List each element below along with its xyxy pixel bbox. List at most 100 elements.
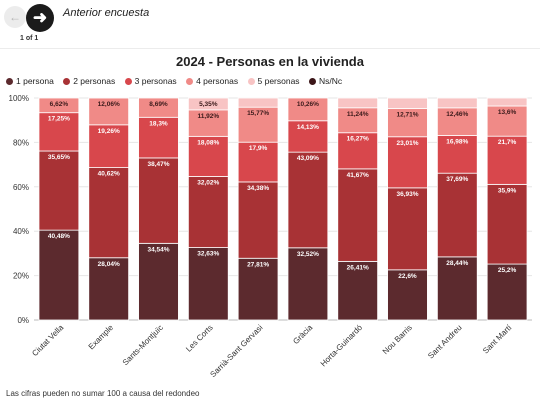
bar-segment: [337, 107, 379, 134]
legend-swatch: [247, 78, 255, 85]
data-label: 34,54%: [147, 246, 169, 253]
legend-label: 1 persona: [16, 76, 54, 86]
next-button[interactable]: ➜: [26, 4, 54, 32]
bar-segment: [38, 112, 80, 152]
data-label: 32,02%: [197, 179, 219, 186]
bar-segment: [486, 183, 528, 265]
legend-label: 3 personas: [134, 76, 177, 86]
previous-survey-link[interactable]: Anterior encuesta: [63, 7, 150, 19]
legend-item[interactable]: 1 persona: [6, 76, 54, 86]
data-label: 16,98%: [446, 138, 468, 145]
arrow-left-icon: ←: [9, 10, 21, 24]
data-label: 6,62%: [50, 101, 69, 108]
page-counter: 1 of 1: [20, 35, 39, 42]
arrow-right-icon: ➜: [32, 8, 48, 27]
legend-label: 4 personas: [196, 76, 239, 86]
y-tick-label: 100%: [9, 94, 29, 103]
category-label: Les Corts: [184, 323, 215, 354]
data-label: 14,13%: [297, 124, 319, 131]
bar-segment: [138, 157, 179, 244]
legend-item[interactable]: 2 personas: [63, 76, 115, 86]
data-label: 41,67%: [347, 172, 369, 179]
data-label: 38,47%: [147, 161, 169, 168]
data-label: 37,69%: [446, 176, 468, 183]
data-label: 5,35%: [199, 101, 218, 108]
legend-swatch: [124, 78, 132, 85]
bar-segment: [436, 135, 478, 174]
legend-item[interactable]: 5 personas: [247, 76, 300, 86]
bar-segment: [436, 97, 478, 109]
bar-segment: [337, 168, 379, 262]
y-tick-label: 80%: [13, 138, 29, 147]
previous-button[interactable]: ←: [4, 6, 26, 28]
data-label: 16,27%: [347, 136, 369, 143]
bar-segment: [88, 124, 130, 168]
legend-swatch: [6, 78, 13, 85]
legend-item[interactable]: 3 personas: [124, 76, 177, 86]
data-label: 17,25%: [48, 116, 70, 123]
bar-segment: [187, 109, 229, 137]
data-label: 32,63%: [197, 251, 219, 258]
legend-label: 2 personas: [73, 76, 116, 86]
data-label: 26,41%: [347, 264, 369, 271]
data-label: 13,6%: [498, 109, 517, 116]
bar-segment: [187, 247, 229, 321]
data-label: 35,9%: [498, 187, 517, 194]
bar-segment: [237, 181, 279, 259]
legend-label: 5 personas: [257, 76, 300, 86]
data-label: 36,93%: [396, 191, 418, 198]
bar-segment: [387, 97, 428, 109]
category-label: Gràcia: [291, 323, 314, 346]
category-label: Sant Andreu: [426, 323, 464, 361]
bar-segment: [337, 97, 379, 109]
y-tick-label: 0%: [17, 316, 29, 325]
data-label: 10,26%: [297, 101, 319, 108]
data-label: 12,06%: [98, 101, 120, 108]
legend-item[interactable]: Ns/Nc: [308, 76, 343, 86]
data-label: 28,04%: [98, 261, 120, 268]
footnote: Las cifras pueden no sumar 100 a causa d…: [6, 389, 200, 398]
legend-label: Ns/Nc: [318, 76, 343, 86]
data-label: 19,26%: [98, 128, 120, 135]
bar-segment: [237, 97, 279, 108]
survey-nav-bar: ← ➜ Anterior encuesta 1 of 1: [0, 0, 540, 49]
bar-segment: [187, 135, 229, 177]
category-label: Sant Martí: [481, 323, 514, 356]
data-label: 8,69%: [149, 101, 168, 108]
bar-segment: [88, 97, 130, 126]
data-label: 21,7%: [498, 139, 517, 146]
bar-segment: [387, 269, 428, 321]
bar-segment: [38, 97, 80, 114]
bar-segment: [287, 151, 329, 249]
bar-segment: [237, 257, 279, 321]
data-label: 34,38%: [247, 185, 269, 192]
data-label: 23,01%: [396, 140, 418, 147]
category-label: Sants-Montjuïc: [121, 323, 165, 367]
bar-segment: [387, 108, 428, 138]
bar-segment: [486, 105, 528, 137]
bar-segment: [486, 135, 528, 185]
legend-swatch: [308, 78, 316, 85]
data-label: 11,92%: [197, 113, 219, 120]
bar-segment: [337, 132, 379, 170]
data-label: 11,24%: [347, 111, 369, 118]
bar-segment: [187, 176, 229, 248]
chart-title: 2024 - Personas en la vivienda: [176, 54, 364, 69]
data-label: 18,08%: [197, 139, 219, 146]
bar-segment: [88, 167, 130, 259]
category-label: Horta-Guinardó: [319, 323, 365, 369]
bar-segment: [486, 97, 528, 107]
bar-segment: [38, 150, 80, 231]
data-label: 22,6%: [398, 273, 417, 280]
bar-segment: [387, 187, 428, 271]
y-tick-label: 60%: [13, 183, 29, 192]
bar-segment: [138, 242, 179, 321]
bar-segment: [138, 116, 179, 159]
data-label: 12,71%: [396, 112, 418, 119]
data-label: 35,65%: [48, 154, 70, 161]
legend-swatch: [63, 78, 71, 85]
legend-item[interactable]: 4 personas: [186, 76, 238, 86]
category-label: Example: [87, 323, 116, 352]
data-label: 12,46%: [446, 111, 468, 118]
